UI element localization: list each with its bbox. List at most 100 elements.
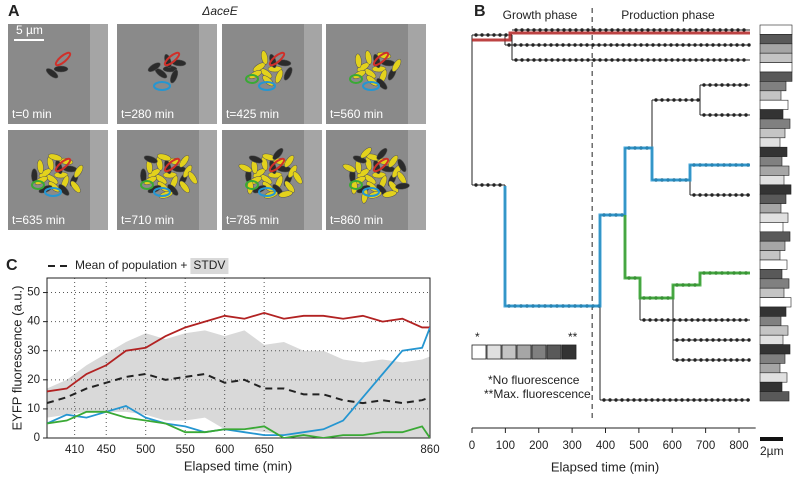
lineage-node bbox=[670, 58, 674, 62]
lineage-node bbox=[730, 58, 734, 62]
cell bbox=[45, 68, 59, 79]
lineage-node bbox=[724, 28, 728, 32]
lineage-node bbox=[532, 28, 536, 32]
cell bbox=[238, 163, 253, 173]
lineage-node bbox=[645, 43, 649, 47]
x-tick-label: 450 bbox=[97, 444, 116, 456]
panel-letter: C bbox=[6, 257, 18, 274]
lineage-node bbox=[592, 58, 596, 62]
lineage-node bbox=[492, 33, 496, 37]
lineage-node bbox=[696, 318, 700, 322]
cell bbox=[147, 62, 161, 72]
lineage-node bbox=[480, 33, 484, 37]
lineage-node bbox=[735, 43, 739, 47]
lineage-node bbox=[700, 28, 704, 32]
cell bbox=[157, 153, 172, 161]
lineage-node bbox=[722, 193, 726, 197]
fluorescence-bar bbox=[759, 193, 787, 204]
lineage-node bbox=[640, 28, 644, 32]
lineage-node bbox=[646, 28, 650, 32]
y-tick-label: 10 bbox=[27, 403, 40, 415]
lineage-node bbox=[688, 28, 692, 32]
lineage-node bbox=[543, 43, 547, 47]
lineage-node bbox=[586, 58, 590, 62]
micrograph-edge bbox=[304, 130, 322, 230]
legend-text: Mean of population + bbox=[75, 258, 187, 272]
lineage-node bbox=[648, 318, 652, 322]
tracked-cell bbox=[163, 51, 181, 67]
micrograph-edge bbox=[90, 24, 108, 124]
lineage-node bbox=[712, 28, 716, 32]
lineage-node bbox=[614, 398, 618, 402]
series-line bbox=[47, 311, 430, 393]
lineage-node bbox=[735, 338, 739, 342]
micrograph-edge bbox=[199, 24, 217, 124]
micrograph-edge bbox=[408, 24, 426, 124]
lineage-node bbox=[568, 28, 572, 32]
lineage-node bbox=[741, 358, 745, 362]
scale-bar-label: 2µm bbox=[760, 444, 784, 458]
tracked-cell bbox=[372, 51, 390, 67]
lineage-node bbox=[736, 28, 740, 32]
lineage-node bbox=[738, 83, 742, 87]
x-tick-label: 400 bbox=[596, 440, 615, 452]
lineage-node bbox=[538, 58, 542, 62]
highlight-lineage bbox=[472, 31, 750, 42]
lineage-node bbox=[658, 28, 662, 32]
lineage-node bbox=[646, 58, 650, 62]
lineage-node bbox=[514, 58, 518, 62]
lineage-node bbox=[702, 83, 706, 87]
lineage-node bbox=[744, 83, 748, 87]
lineage-node bbox=[687, 358, 691, 362]
lineage-node bbox=[729, 338, 733, 342]
lineage-node bbox=[744, 113, 748, 117]
lineage-node bbox=[693, 338, 697, 342]
fluorescence-bar bbox=[759, 62, 793, 73]
legend-swatch bbox=[471, 344, 487, 360]
lineage-node bbox=[562, 58, 566, 62]
lineage-node bbox=[561, 43, 565, 47]
lineage-node bbox=[676, 28, 680, 32]
lineage-node bbox=[513, 43, 517, 47]
legend-swatch bbox=[546, 344, 562, 360]
cell bbox=[179, 180, 190, 193]
lineage-node bbox=[720, 318, 724, 322]
tracked-cell bbox=[54, 51, 72, 67]
lineage-node bbox=[711, 338, 715, 342]
fluorescence-bar bbox=[759, 81, 787, 92]
tracked-cell bbox=[54, 157, 72, 173]
lineage-node bbox=[708, 83, 712, 87]
lineage-node bbox=[526, 28, 530, 32]
lineage-node bbox=[657, 43, 661, 47]
series-line bbox=[47, 372, 430, 405]
fluorescence-bar bbox=[759, 287, 785, 298]
lineage-node bbox=[698, 398, 702, 402]
cell bbox=[382, 190, 397, 198]
legend-swatch bbox=[531, 344, 547, 360]
lineage-node bbox=[746, 193, 750, 197]
lineage-node bbox=[682, 28, 686, 32]
lineage-node bbox=[632, 398, 636, 402]
y-tick-label: 40 bbox=[27, 316, 40, 328]
lineage-node bbox=[687, 43, 691, 47]
frame-label: t=280 min bbox=[121, 107, 174, 121]
lineage-node bbox=[723, 358, 727, 362]
lineage-node bbox=[732, 318, 736, 322]
fluorescence-bar bbox=[759, 34, 793, 45]
x-axis-label: Elapsed time (min) bbox=[184, 458, 292, 473]
fluorescence-bar bbox=[759, 71, 793, 82]
cell bbox=[360, 147, 372, 159]
lineage-node bbox=[634, 28, 638, 32]
lineage-node bbox=[741, 43, 745, 47]
lineage-node bbox=[699, 338, 703, 342]
cell bbox=[283, 67, 293, 81]
x-tick-label: 500 bbox=[629, 440, 648, 452]
x-axis-label: Elapsed time (min) bbox=[551, 459, 659, 474]
series-line bbox=[47, 327, 430, 436]
frame-label: t=560 min bbox=[330, 107, 383, 121]
lineage-node bbox=[723, 338, 727, 342]
tracked-cell bbox=[268, 157, 286, 173]
x-tick-label: 0 bbox=[469, 440, 475, 452]
lineage-node bbox=[692, 193, 696, 197]
